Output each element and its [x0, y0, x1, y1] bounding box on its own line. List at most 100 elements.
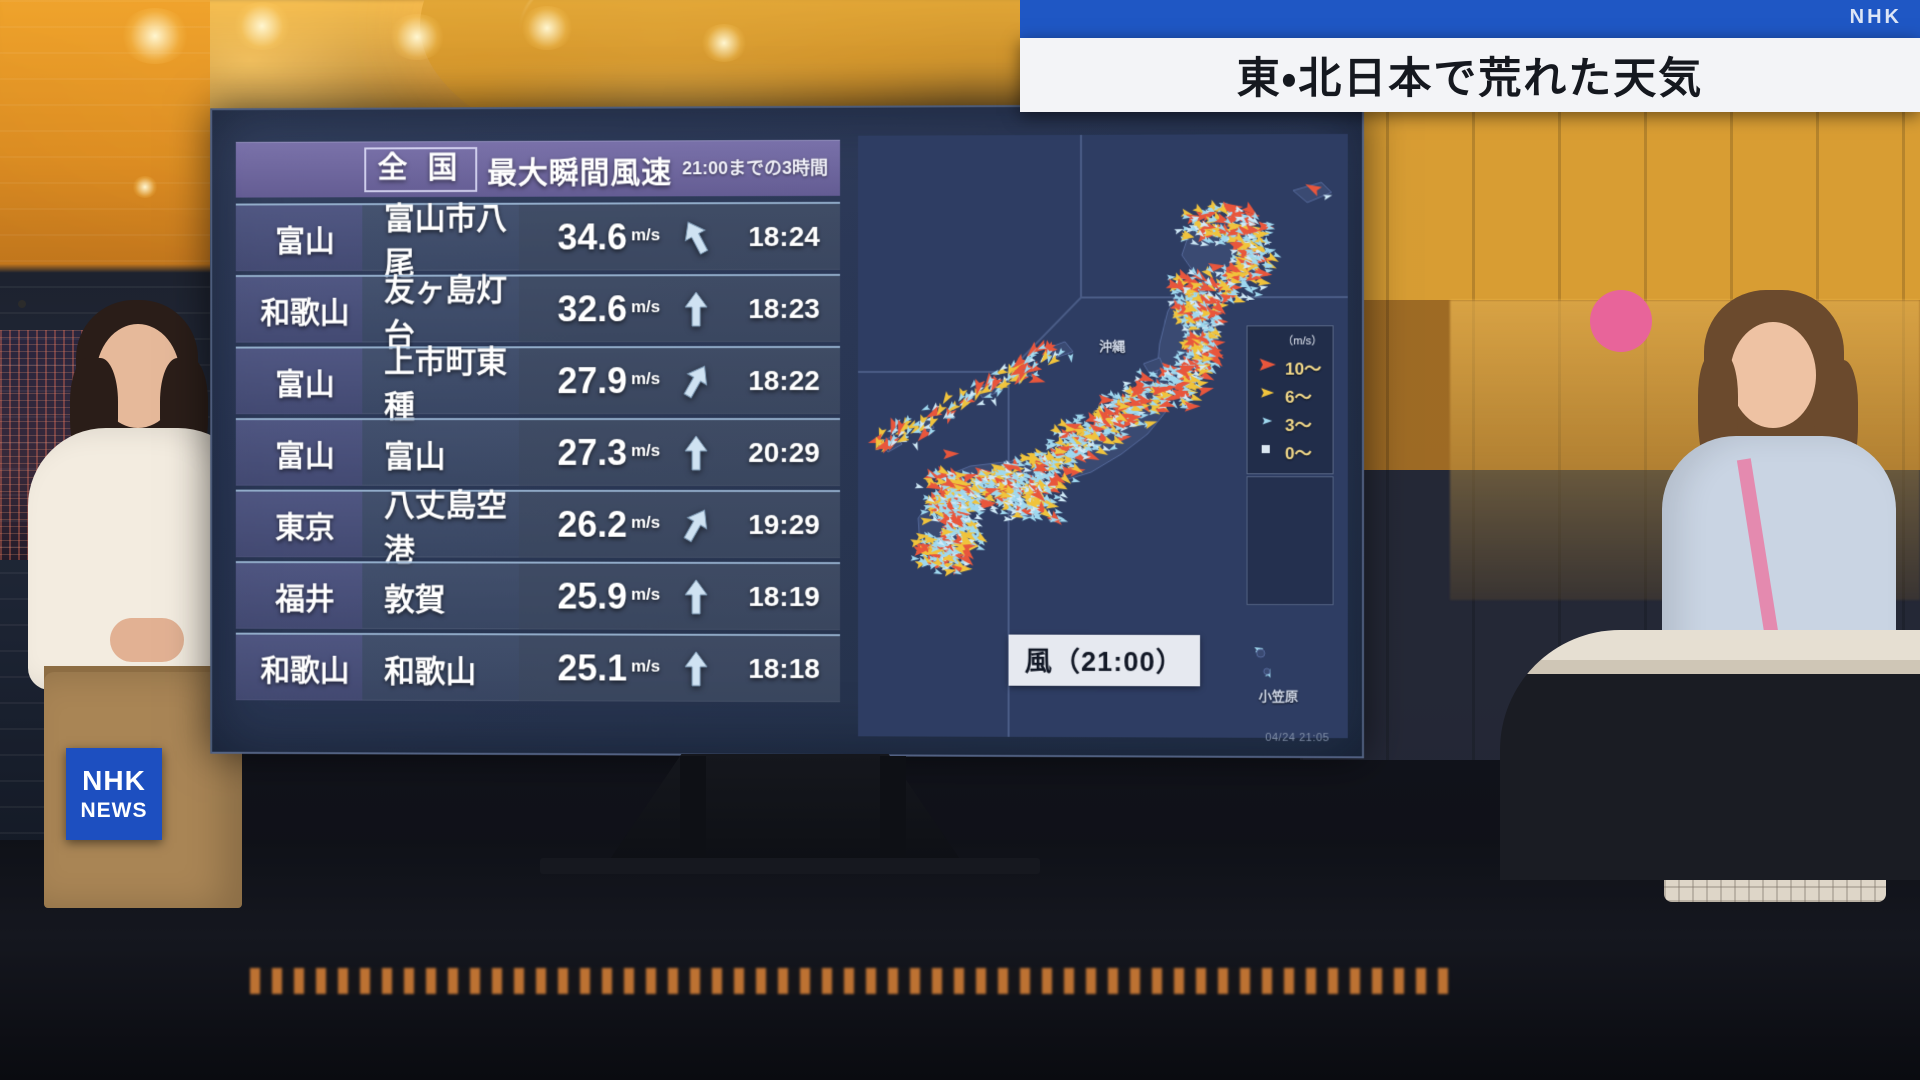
wind-barb-icon: [1045, 443, 1056, 450]
wind-barb-icon: [1251, 242, 1267, 255]
wind-barb-icon: [1064, 418, 1075, 427]
wind-barb-icon: [1181, 232, 1195, 242]
wind-barb-icon: [1006, 504, 1017, 513]
wind-barb-icon: [1199, 310, 1210, 320]
wind-barb-icon: [952, 548, 963, 556]
row-wind-speed-value: 25.9: [557, 575, 628, 617]
wind-barb-icon: [1079, 451, 1089, 459]
wind-barb-icon: [1024, 487, 1034, 494]
wind-barb-icon: [975, 497, 985, 504]
wind-barb-icon: [1243, 247, 1260, 258]
wind-barb-icon: [1050, 517, 1059, 523]
wind-ranking-rows: 富山 富山市八尾 34.6 m/s 18:24 和歌山 友ヶ島灯台 32.6 m/s 18:23 富…: [235, 201, 841, 703]
wind-barb-icon: [1201, 331, 1216, 341]
wind-barb-icon: [925, 547, 940, 558]
wind-barb-icon: [1198, 281, 1218, 296]
wind-barb-icon: [961, 523, 971, 531]
wind-barb-icon: [1205, 330, 1221, 343]
wind-barb-icon: [928, 539, 944, 552]
wind-barb-icon: [903, 420, 919, 434]
wind-barb-icon: [992, 489, 1002, 497]
wind-barb-icon: [1175, 269, 1195, 286]
wind-barb-icon: [1019, 475, 1030, 483]
wind-barb-icon: [954, 511, 964, 518]
row-observation-time: 19:29: [728, 491, 841, 559]
wind-barb-icon: [1023, 360, 1043, 378]
wind-barb-icon: [1003, 515, 1013, 523]
wind-barb-icon: [1066, 451, 1076, 458]
anchor-right-bag-pom: [1590, 290, 1652, 352]
nhk-bug-line1: NHK: [82, 765, 146, 796]
wind-barb-icon: [1121, 410, 1136, 422]
wind-barb-icon: [949, 498, 960, 507]
wind-barb-icon: [936, 514, 946, 522]
wind-barb-icon: [1003, 467, 1014, 476]
wind-barb-icon: [1241, 254, 1260, 268]
wind-barb-icon: [1151, 382, 1162, 389]
wind-barb-icon: [913, 543, 931, 557]
wind-barb-icon: [1212, 223, 1228, 238]
wind-barb-icon: [1166, 382, 1177, 389]
wind-barb-icon: [1025, 504, 1035, 511]
wind-barb-icon: [1186, 268, 1198, 278]
wind-barb-icon: [1190, 351, 1206, 364]
wind-barb-icon: [1200, 309, 1214, 318]
wind-barb-icon: [1257, 221, 1275, 233]
wind-barb-icon: [1200, 364, 1216, 378]
wind-barb-icon: [1005, 494, 1015, 501]
wind-barb-icon: [1132, 407, 1143, 418]
wind-barb-icon: [953, 517, 964, 525]
wind-barb-icon: [945, 470, 956, 478]
wind-barb-icon: [1213, 312, 1224, 322]
wind-barb-icon: [1221, 267, 1241, 284]
wind-barb-icon: [1035, 503, 1045, 509]
row-station: 敦賀: [384, 581, 446, 617]
wind-barb-icon: [979, 469, 994, 479]
wind-barb-icon: [1012, 502, 1022, 509]
wind-barb-icon: [1137, 371, 1157, 387]
wind-barb-icon: [994, 497, 1005, 506]
wind-barb-icon: [947, 489, 957, 496]
wind-barb-icon: [923, 405, 943, 422]
wind-barb-icon: [950, 553, 961, 562]
row-station: 富山: [384, 438, 446, 474]
wind-barb-icon: [1172, 310, 1186, 320]
wind-barb-icon: [1091, 429, 1102, 438]
wind-barb-icon: [1226, 219, 1242, 234]
wind-barb-icon: [1191, 335, 1207, 349]
wind-barb-icon: [1021, 485, 1035, 496]
wind-barb-icon: [986, 473, 997, 483]
wind-barb-icon: [1142, 382, 1152, 389]
wind-barb-icon: [1012, 472, 1023, 481]
wind-barb-icon: [1175, 316, 1189, 325]
wind-barb-icon: [1061, 438, 1072, 447]
nationwide-badge: 全 国: [363, 147, 478, 192]
wind-barb-icon: [1132, 413, 1143, 421]
wind-barb-icon: [1176, 372, 1186, 379]
wind-barb-icon: [939, 482, 953, 492]
wind-barb-icon: [1158, 397, 1177, 412]
wind-direction-arrow-icon: [664, 563, 729, 630]
wind-barb-icon: [1051, 459, 1061, 466]
wind-barb-icon: [1009, 353, 1028, 372]
wind-barb-icon: [1066, 452, 1077, 461]
anchor-left-hands: [110, 618, 184, 662]
wind-barb-icon: [1135, 390, 1146, 398]
row-observation-time: 20:29: [728, 419, 841, 487]
wind-barb-icon: [961, 470, 971, 477]
row-prefecture: 富山: [235, 348, 363, 415]
row-wind-speed-unit: m/s: [631, 225, 661, 245]
wind-barb-icon: [1184, 400, 1201, 412]
wind-barb-icon: [1019, 510, 1030, 519]
wind-barb-icon: [1228, 231, 1248, 247]
wind-barb-icon: [989, 489, 1000, 497]
wind-barb-icon: [1155, 383, 1173, 395]
wind-barb-icon: [929, 561, 940, 568]
legend-entry: 0〜: [1254, 437, 1329, 465]
wind-barb-icon: [1168, 388, 1180, 399]
wind-barb-icon: [969, 505, 979, 512]
wind-barb-icon: [1161, 362, 1178, 373]
wind-barb-icon: [1224, 260, 1244, 278]
japan-wind-map: [858, 133, 1348, 739]
wind-barb-icon: [1103, 428, 1113, 435]
